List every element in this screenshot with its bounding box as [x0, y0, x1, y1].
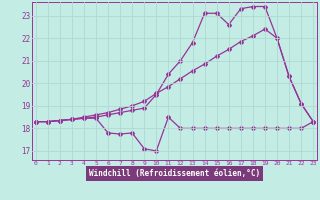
X-axis label: Windchill (Refroidissement éolien,°C): Windchill (Refroidissement éolien,°C) — [89, 169, 260, 178]
